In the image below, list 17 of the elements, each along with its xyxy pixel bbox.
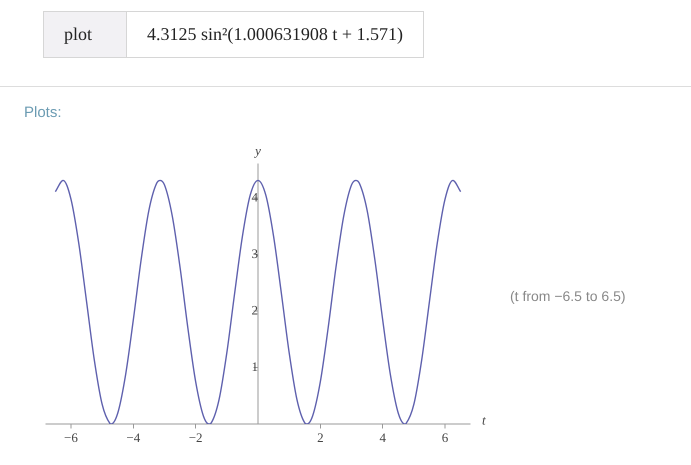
x-tick-label: 4: [379, 430, 386, 446]
x-tick-label: 2: [317, 430, 324, 446]
y-tick-label: 1: [252, 358, 258, 374]
x-axis-title: t: [482, 412, 486, 428]
text: Plots:: [24, 104, 62, 121]
y-tick-label: 4: [252, 189, 258, 204]
y-tick-label: 2: [252, 302, 258, 318]
y-tick-label: 3: [252, 246, 258, 261]
x-tick-label: −6: [64, 430, 78, 446]
text: plot: [44, 12, 127, 57]
x-tick-label: −2: [188, 430, 203, 446]
x-tick-label: 6: [442, 430, 449, 446]
text: 4.3125 sin²(1.000631908 t + 1.571): [146, 23, 404, 46]
text: (t from −6.5 to 6.5): [510, 288, 626, 304]
y-axis-title: y: [253, 142, 262, 158]
x-tick-label: −4: [126, 430, 141, 446]
line-series: [54, 180, 462, 424]
